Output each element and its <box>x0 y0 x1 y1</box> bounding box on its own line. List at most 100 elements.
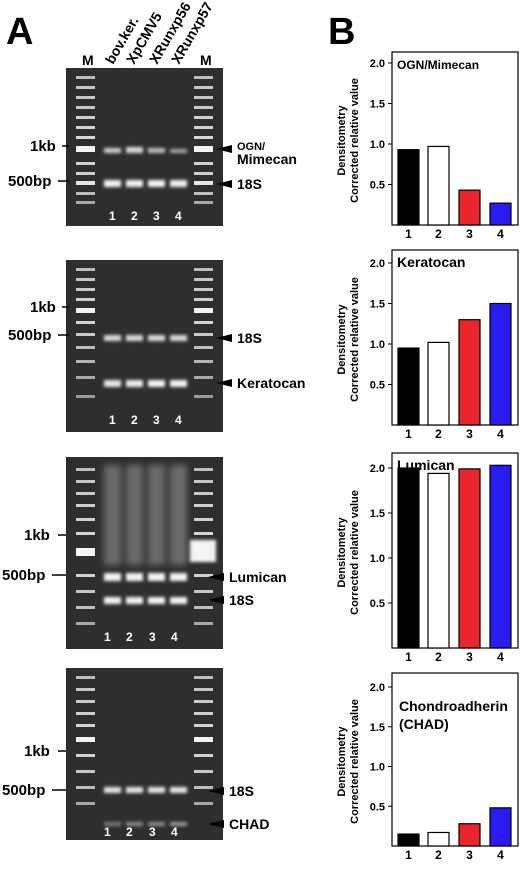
y-tick-label: 1.0 <box>370 139 385 151</box>
y-tick-label: 1.0 <box>370 339 385 351</box>
y-tick-label: 1.5 <box>370 508 385 520</box>
marker-ladder-left <box>76 676 95 805</box>
x-tick-label: 2 <box>435 848 442 862</box>
lane-number-1: 1 <box>104 630 111 644</box>
size-marker-1kb: 1kb <box>30 138 56 155</box>
chart-frame <box>391 452 519 649</box>
x-tick-label: 1 <box>405 427 412 441</box>
y-axis-label: Corrected relative value <box>349 78 361 203</box>
y-tick-label: 1.5 <box>370 299 385 311</box>
lane-number-2: 2 <box>126 630 133 644</box>
x-tick-label: 1 <box>405 848 412 862</box>
bar-1 <box>397 467 420 649</box>
arrow-icon <box>208 820 224 828</box>
bar-2 <box>427 831 450 847</box>
size-marker-500bp: 500bp <box>8 173 51 190</box>
chart-title: Chondroadherin <box>399 698 508 714</box>
y-tick-label: 2.0 <box>370 463 385 475</box>
lane-number-4: 4 <box>175 209 182 223</box>
arrow-icon <box>208 573 224 581</box>
bar-chart-1: 0.5 1.0 1.5 2.0 Densitometry Corrected relati… <box>336 51 519 241</box>
y-tick-label: 1.0 <box>370 553 385 565</box>
lane-number-4: 4 <box>175 413 182 427</box>
bar-2 <box>427 341 450 426</box>
arrow-icon <box>208 596 224 604</box>
y-axis-label: Densitometry <box>336 104 348 175</box>
lane-numbers: 1 2 3 4 <box>104 630 178 644</box>
lane-number-3: 3 <box>153 413 160 427</box>
bar-4 <box>489 302 512 426</box>
marker-ladder-left <box>76 76 95 204</box>
lane-number-1: 1 <box>104 825 111 839</box>
y-tick-label: 0.5 <box>370 180 385 192</box>
arrow-icon <box>208 787 224 795</box>
y-tick-label: 2.0 <box>370 58 385 70</box>
gel-keratocan: 1 2 3 4 1kb 500bp 18S Keratocan <box>8 260 305 432</box>
marker-ladder-right <box>194 268 213 398</box>
marker-ladder-left <box>76 468 95 625</box>
x-tick-label: 3 <box>466 848 473 862</box>
y-axis-label: Densitometry <box>336 516 348 587</box>
bar-3 <box>458 823 481 847</box>
x-tick-label: 4 <box>497 227 504 241</box>
y-tick-label: 1.0 <box>370 762 385 774</box>
bar-chart-3: 0.5 1.0 1.5 2.0 Densitometry Corrected relati… <box>336 452 519 664</box>
header-marker-right: M <box>200 52 212 68</box>
lane-numbers: 1 2 3 4 <box>109 413 182 427</box>
bar-chart-4: 0.5 1.0 1.5 2.0 Densitometry Corrected relati… <box>336 672 519 862</box>
size-marker-1kb: 1kb <box>24 527 50 544</box>
lane-number-2: 2 <box>131 209 138 223</box>
y-axis-label: Densitometry <box>336 725 348 796</box>
x-tick-label: 4 <box>497 650 504 664</box>
band-label-keratocan: Keratocan <box>237 375 305 391</box>
chart-title: Lumican <box>397 457 455 473</box>
gel-column-headers: M bov.ker. XpCMV5 XRunxp56 XRunxp57 M <box>82 0 216 68</box>
lane-number-4: 4 <box>171 630 178 644</box>
bar-4 <box>489 464 512 649</box>
size-marker-500bp: 500bp <box>2 782 45 799</box>
marker-ladder-left <box>76 268 95 398</box>
chart-frame <box>391 249 519 426</box>
chart-frame <box>391 51 519 226</box>
bar-1 <box>397 833 420 847</box>
sample-bands <box>104 147 187 187</box>
bar-1 <box>397 347 420 426</box>
x-tick-label: 4 <box>497 848 504 862</box>
lane-number-3: 3 <box>153 209 160 223</box>
bar-chart-2: 0.5 1.0 1.5 2.0 Densitometry Corrected relati… <box>336 249 519 441</box>
lane-number-1: 1 <box>109 209 116 223</box>
band-label-chad: CHAD <box>229 816 269 832</box>
arrow-icon <box>216 379 232 387</box>
marker-ladder-right <box>190 468 216 625</box>
bar-4 <box>489 807 512 847</box>
chart-subtitle: (CHAD) <box>399 716 449 732</box>
x-tick-label: 2 <box>435 427 442 441</box>
y-tick-label: 2.0 <box>370 682 385 694</box>
size-marker-1kb: 1kb <box>30 299 56 316</box>
lane-number-2: 2 <box>131 413 138 427</box>
x-tick-label: 4 <box>497 427 504 441</box>
lane-number-2: 2 <box>126 825 133 839</box>
sample-bands <box>104 573 187 604</box>
lane-number-4: 4 <box>171 825 178 839</box>
band-label-mimecan: Mimecan <box>237 151 297 167</box>
bar-2 <box>427 145 450 226</box>
bar-3 <box>458 468 481 649</box>
size-marker-500bp: 500bp <box>2 567 45 584</box>
size-marker-1kb: 1kb <box>24 743 50 760</box>
marker-ladder-right <box>194 76 213 204</box>
lane-number-1: 1 <box>109 413 116 427</box>
chart-title: Keratocan <box>397 254 465 270</box>
band-label-18s: 18S <box>237 176 262 192</box>
bar-1 <box>397 149 420 226</box>
x-tick-label: 1 <box>405 650 412 664</box>
band-label-18s: 18S <box>229 783 254 799</box>
x-tick-label: 3 <box>466 227 473 241</box>
header-marker-left: M <box>82 52 94 68</box>
arrow-icon <box>216 145 232 153</box>
y-tick-label: 0.5 <box>370 801 385 813</box>
bar-4 <box>489 202 512 226</box>
lane-numbers: 1 2 3 4 <box>104 825 178 839</box>
chart-title: OGN/Mimecan <box>397 58 479 72</box>
band-label-18s: 18S <box>229 592 254 608</box>
